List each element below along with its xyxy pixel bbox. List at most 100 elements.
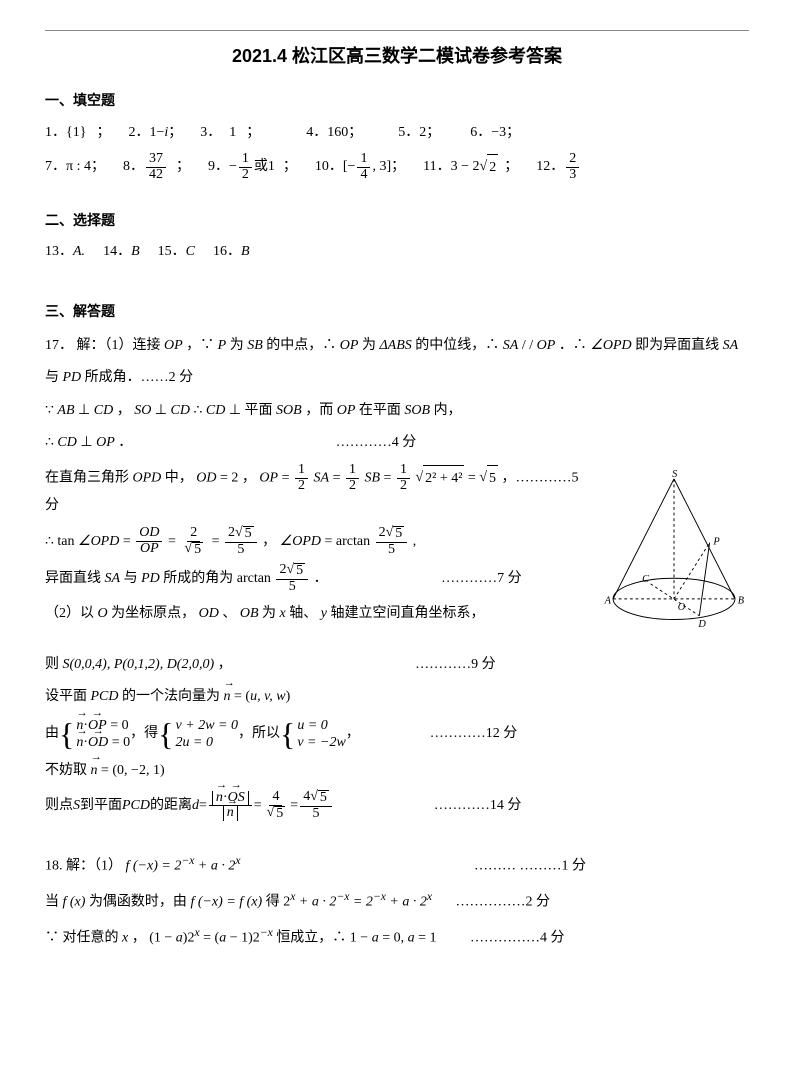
d: 2 bbox=[346, 479, 359, 494]
comma: , bbox=[413, 534, 417, 549]
q17-line13: 则点 S 到平面 PCD 的距离 d = n·OS n = 45 = 455 …… bbox=[45, 790, 749, 821]
n6: 6． bbox=[470, 120, 491, 147]
dots14: …………14 分 bbox=[434, 793, 522, 820]
frac-4s5: 45 bbox=[264, 790, 289, 821]
t: 轴、 bbox=[286, 606, 321, 621]
t: 17． 解：（1）连接 bbox=[45, 338, 164, 353]
sq: 5 bbox=[386, 526, 405, 542]
frac-2r5-5b: 255 bbox=[376, 526, 408, 557]
t: 轴建立空间直角坐标系， bbox=[327, 606, 485, 621]
one9: 1 bbox=[268, 154, 275, 181]
p1: ； bbox=[96, 120, 110, 147]
n2: 2 bbox=[228, 525, 235, 540]
n4: 4． bbox=[306, 120, 327, 147]
a: a bbox=[176, 931, 183, 946]
SA4: SA bbox=[105, 571, 121, 586]
p5: ； bbox=[426, 120, 440, 147]
a1: {1} bbox=[66, 120, 86, 147]
t: )2 bbox=[183, 931, 195, 946]
d: 5 bbox=[286, 580, 299, 595]
n2: 2． bbox=[128, 120, 149, 147]
CD2: CD bbox=[171, 403, 190, 418]
q18-line3: ∵ 对任意的 x ， (1 − a)2x = (a − 1)2−x 恒成立，∴ … bbox=[45, 922, 749, 952]
n7: 7． bbox=[45, 154, 66, 181]
n: 1 bbox=[397, 463, 410, 479]
t: 得 bbox=[262, 895, 283, 910]
sup: x bbox=[235, 854, 240, 867]
f8n: 37 bbox=[146, 152, 166, 168]
t: = ( bbox=[200, 931, 220, 946]
n8: 8． bbox=[123, 154, 144, 181]
e3: u = 0 bbox=[297, 717, 345, 735]
t: ， bbox=[262, 534, 280, 549]
t: 为 bbox=[230, 338, 248, 353]
OD: OD bbox=[196, 470, 216, 485]
r: 5 bbox=[274, 806, 285, 822]
lbl-P: P bbox=[712, 536, 720, 547]
coords: S(0,0,4), P(0,1,2), D(2,0,0) bbox=[63, 657, 215, 672]
nvec2: n bbox=[91, 758, 98, 785]
cone-figure: S A B C D O P bbox=[599, 467, 749, 648]
OD2: OD bbox=[199, 606, 219, 621]
frac-9: 12 bbox=[239, 152, 252, 182]
n16: 16． bbox=[213, 239, 241, 266]
q17-line3: ∵ AB ⊥ CD ， SO ⊥ CD ∴ CD ⊥ 平面 SOB ，而 OP … bbox=[45, 398, 749, 425]
dots4: …………4 分 bbox=[336, 435, 417, 450]
a14: B bbox=[131, 239, 140, 266]
t: 所成角．……2 分 bbox=[81, 370, 193, 385]
t: = 2 bbox=[353, 895, 373, 910]
fx2: f (x) bbox=[63, 895, 86, 910]
t: ， bbox=[117, 403, 135, 418]
t: 内， bbox=[430, 403, 462, 418]
t: 的一个法向量为 bbox=[119, 689, 224, 704]
sq: 5 bbox=[267, 806, 286, 822]
f12d: 3 bbox=[566, 168, 579, 183]
SOB2: SOB bbox=[404, 403, 430, 418]
SA3: SA bbox=[314, 470, 330, 485]
section1-head: 一、填空题 bbox=[45, 89, 749, 116]
t: 18. 解：（1） bbox=[45, 858, 122, 873]
OB: OB bbox=[240, 606, 259, 621]
sqrt11: 2 bbox=[480, 154, 499, 182]
e2: 2u = 0 bbox=[176, 734, 238, 752]
t: 异面直线 bbox=[45, 571, 105, 586]
t: + a · 2 bbox=[386, 895, 427, 910]
t: 恒成立，∴ 1 − bbox=[273, 931, 372, 946]
section2-head: 二、选择题 bbox=[45, 209, 749, 236]
e0: = 0 bbox=[108, 735, 130, 750]
frac-ODOP: ODOP bbox=[136, 526, 162, 556]
eq: = bbox=[217, 470, 232, 485]
d: OP bbox=[137, 542, 162, 557]
SB: SB bbox=[247, 338, 263, 353]
PCD: PCD bbox=[91, 689, 119, 704]
t: = 0, bbox=[379, 931, 408, 946]
sup: −x bbox=[181, 854, 194, 867]
t: ∵ 对任意的 bbox=[45, 931, 122, 946]
q17-line11: 由 { n·OP = 0 n·OD = 0 ，得 { v + 2w = 0 2u… bbox=[45, 717, 749, 752]
dots9: …………9 分 bbox=[415, 657, 496, 672]
dots1: ……… ………1 分 bbox=[474, 858, 586, 873]
t: ，∵ bbox=[186, 338, 218, 353]
t: 的中点，∴ bbox=[266, 338, 340, 353]
n: OD bbox=[136, 526, 162, 542]
plus: + a · 2 bbox=[194, 858, 235, 873]
f9d: 2 bbox=[239, 168, 252, 183]
sup: −x bbox=[336, 890, 349, 903]
n11: 11． bbox=[423, 154, 450, 181]
t: ⊥ 平面 bbox=[225, 403, 276, 418]
t: ，得 bbox=[130, 721, 158, 748]
n: 1 bbox=[346, 463, 359, 479]
lbl-B: B bbox=[738, 595, 745, 606]
frac-12: 23 bbox=[566, 152, 579, 182]
frac-2s5: 25 bbox=[181, 526, 206, 557]
n3: 3． bbox=[200, 120, 221, 147]
PCD2: PCD bbox=[122, 793, 150, 820]
frac-dist: n·OS n bbox=[209, 791, 252, 821]
n10: 10． bbox=[315, 154, 343, 181]
fneg: f (−x) = f (x) bbox=[190, 895, 262, 910]
q17-line10: 设平面 PCD 的一个法向量为 n = (u, v, w) bbox=[45, 684, 749, 711]
OPD: OPD bbox=[133, 470, 162, 485]
a4: 160 bbox=[327, 120, 348, 147]
O: O bbox=[98, 606, 108, 621]
n5: 5． bbox=[398, 120, 419, 147]
